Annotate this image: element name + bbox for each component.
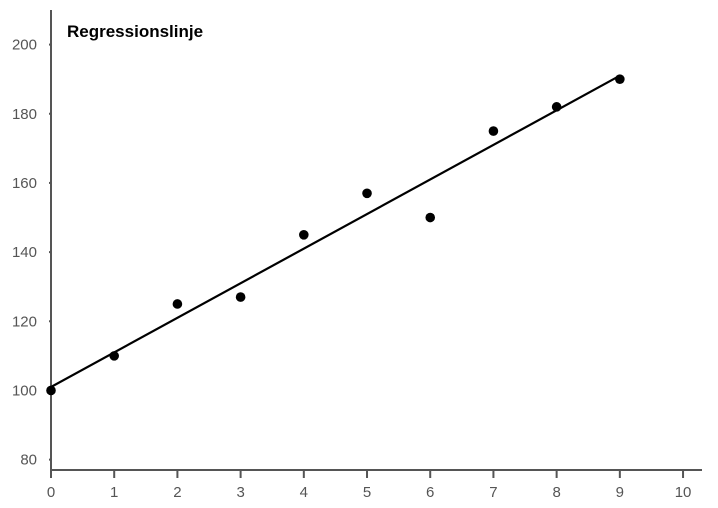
data-point bbox=[615, 74, 625, 84]
x-tick-label: 1 bbox=[110, 484, 118, 501]
data-point bbox=[299, 230, 309, 240]
data-point bbox=[488, 126, 499, 136]
x-tick-label: 3 bbox=[236, 484, 244, 501]
axes: 0 1 2 3 4 5 6 7 8 9 10 80 100 120 140 160 180 200 bbox=[12, 10, 702, 501]
data-point bbox=[425, 212, 436, 223]
data-point bbox=[46, 385, 56, 396]
data-point bbox=[362, 188, 372, 199]
y-tick-label: 160 bbox=[12, 175, 37, 192]
y-tick-label: 140 bbox=[12, 244, 37, 261]
x-tick-label: 8 bbox=[552, 484, 560, 501]
x-tick-label: 5 bbox=[363, 484, 371, 501]
data-point bbox=[172, 299, 183, 309]
regression-line bbox=[50, 74, 621, 388]
y-tick-label: 180 bbox=[12, 106, 37, 123]
regression-line-layer bbox=[50, 74, 621, 388]
data-point bbox=[109, 351, 120, 361]
y-tick-label: 80 bbox=[20, 452, 37, 469]
chart-title: Regressionslinje bbox=[67, 22, 203, 41]
x-tick-label: 7 bbox=[489, 484, 497, 501]
data-point bbox=[551, 102, 562, 112]
x-tick-label: 4 bbox=[300, 484, 308, 501]
x-tick-label: 6 bbox=[426, 484, 434, 501]
y-tick-label: 100 bbox=[12, 382, 37, 399]
y-tick-label: 200 bbox=[12, 37, 37, 54]
x-tick-label: 10 bbox=[675, 484, 692, 501]
y-tick-label: 120 bbox=[12, 313, 37, 330]
x-tick-label: 2 bbox=[173, 484, 181, 501]
data-points-layer bbox=[46, 74, 625, 396]
x-tick-label: 9 bbox=[616, 484, 624, 501]
data-point bbox=[235, 292, 246, 302]
x-tick-label: 0 bbox=[47, 484, 55, 501]
